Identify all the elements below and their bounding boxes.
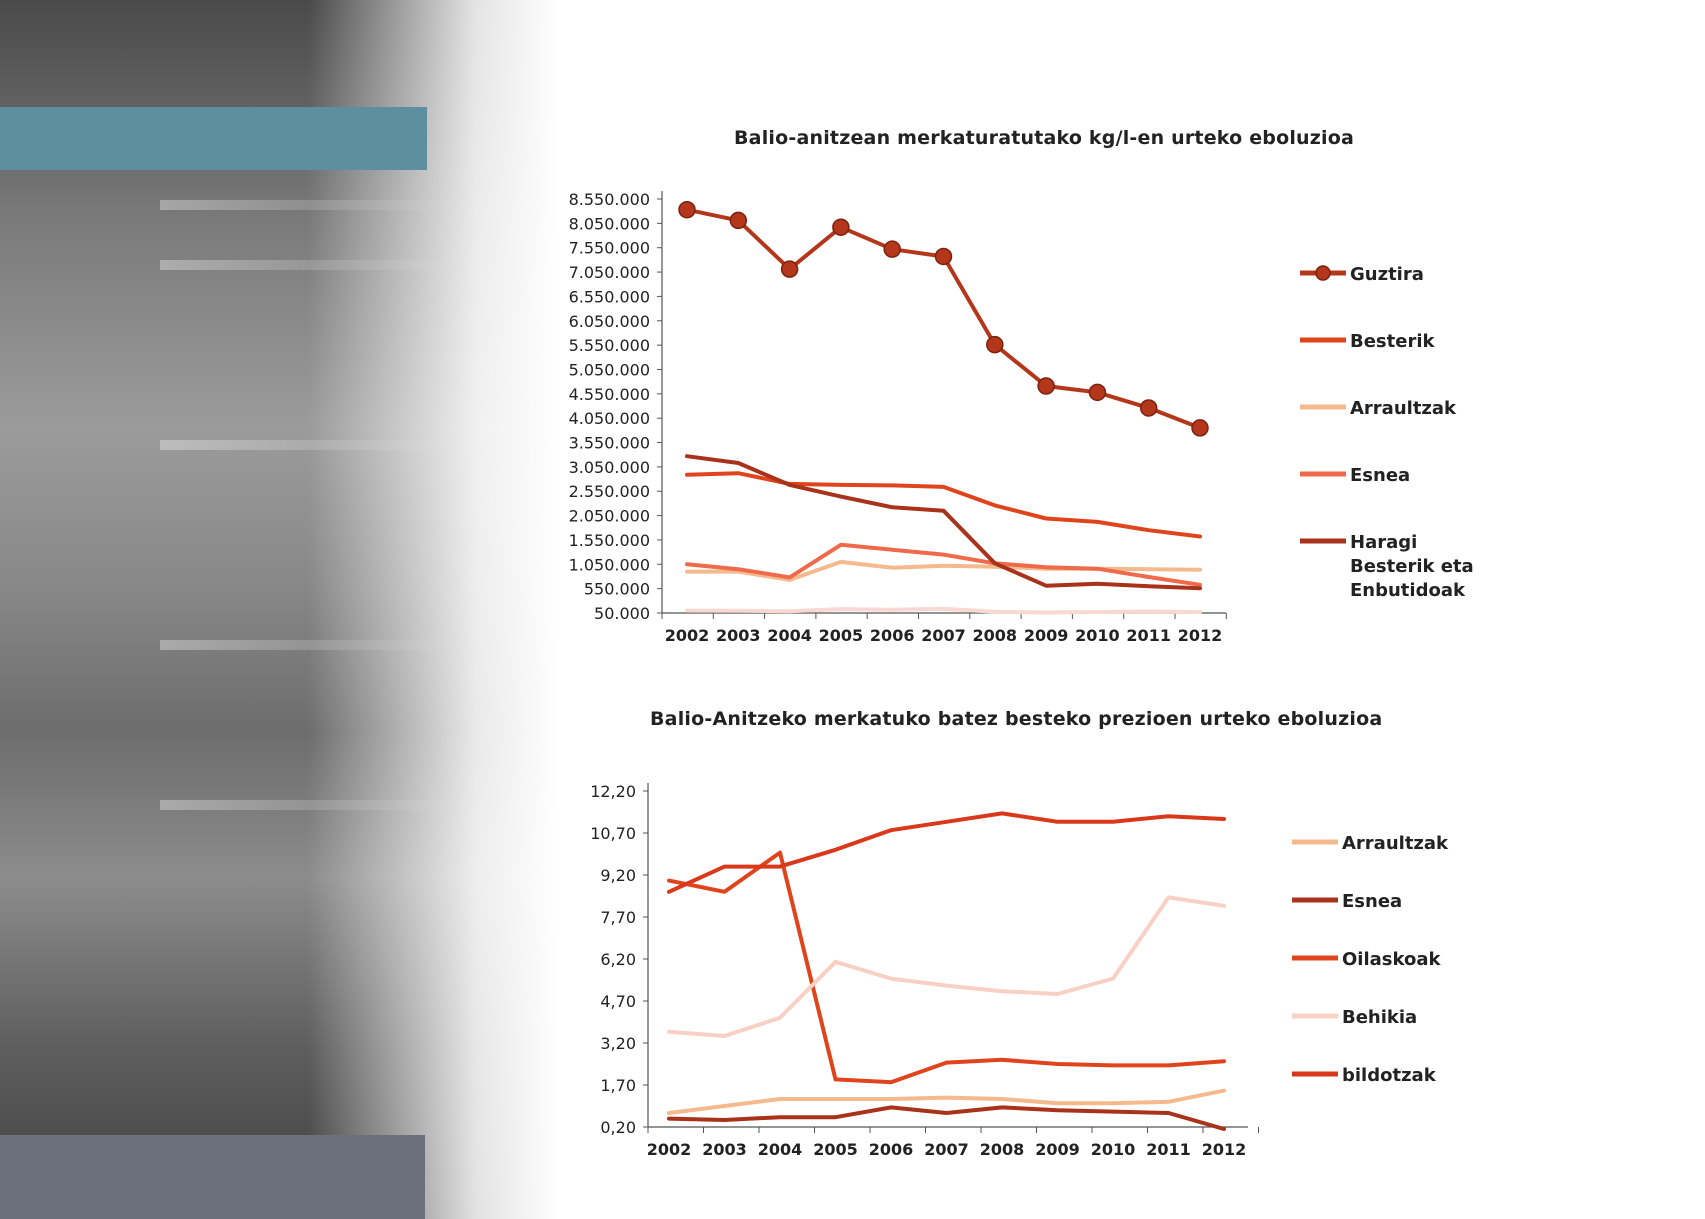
series-line [685,471,1202,539]
y-tick-label: 8.050.000 [569,214,650,233]
y-tick-label: 9,20 [600,866,636,885]
y-tick-label: 550.000 [584,580,650,599]
y-tick-label: 1.050.000 [569,555,650,574]
chart-1: 8.550.000 8.050.000 7.550.000 7.050.000 6.55… [569,190,1474,645]
legend-label: Esnea [1342,891,1402,912]
y-tick-label: 3,20 [600,1034,636,1053]
x-tick-label: 2010 [1091,1140,1136,1159]
y-tick-label: 5.550.000 [569,336,650,355]
chart-1-title: Balio-anitzean merkaturatutako kg/l-en u… [734,127,1355,149]
y-tick-label: 1.550.000 [569,531,650,550]
data-point [934,247,953,266]
y-tick-label: 1,70 [600,1076,636,1095]
x-tick-label: 2005 [813,1140,858,1159]
x-tick-label: 2003 [702,1140,747,1159]
x-tick-label: 2012 [1178,626,1223,645]
x-tick-label: 2012 [1202,1140,1247,1159]
series-line [667,1105,1226,1131]
legend-label: Besterik [1350,331,1436,352]
photo-plank [160,440,460,450]
legend-marker [1315,265,1331,281]
x-tick-label: 2010 [1075,626,1120,645]
data-point [1139,399,1158,417]
series-line [667,895,1226,1038]
data-point [832,218,850,236]
y-tick-label: 0,20 [600,1118,636,1137]
data-point [780,260,799,278]
y-tick-label: 7.550.000 [569,239,650,258]
photo-plank [160,200,460,210]
series-line [667,1088,1226,1115]
x-tick-label: 2006 [869,1140,914,1159]
legend-label: Oilaskoak [1342,949,1442,970]
x-tick-label: 2002 [647,1140,692,1159]
x-tick-label: 2004 [758,1140,803,1159]
legend-label: Behikia [1342,1007,1417,1028]
y-tick-label: 10,70 [590,824,636,843]
x-tick-label: 2002 [665,626,710,645]
x-tick-label: 2004 [767,626,812,645]
y-tick-label: 7.050.000 [569,263,650,282]
x-tick-label: 2011 [1126,626,1171,645]
x-tick-label: 2006 [870,626,915,645]
y-tick-label: 7,70 [600,908,636,927]
x-tick-label: 2005 [819,626,864,645]
chart-2-title: Balio-Anitzeko merkatuko batez besteko p… [650,708,1383,730]
legend-label: Arraultzak [1350,398,1457,419]
y-tick-label: 6.050.000 [569,312,650,331]
photo-plank [160,800,460,810]
x-tick-label: 2009 [1035,1140,1080,1159]
y-tick-label: 5.050.000 [569,360,650,379]
series-line [685,207,1202,430]
x-tick-label: 2011 [1146,1140,1191,1159]
x-tick-label: 2008 [980,1140,1025,1159]
data-point [678,200,696,219]
y-tick-label: 4.050.000 [569,409,650,428]
series-line [685,454,1202,591]
data-point [1191,419,1209,437]
x-tick-label: 2007 [921,626,966,645]
photo-plank [160,260,460,270]
legend-label: Guztira [1350,264,1424,285]
data-point [1037,377,1055,395]
photo-plank [160,640,460,650]
y-tick-label: 2.050.000 [569,507,650,526]
y-tick-label: 4.550.000 [569,385,650,404]
x-tick-label: 2008 [973,626,1018,645]
y-tick-label: 4,70 [600,992,636,1011]
legend-label: Enbutidoak [1350,580,1466,601]
background-photo [0,0,560,1219]
y-tick-label: 8.550.000 [569,190,650,209]
data-point [883,240,901,258]
data-point [986,335,1004,354]
x-tick-label: 2009 [1024,626,1069,645]
y-tick-label: 3.050.000 [569,458,650,477]
chart-2: 12,20 10,70 9,20 7,70 6,20 4,70 3,20 1,70 0,20 20… [590,782,1449,1159]
legend-label: Esnea [1350,465,1410,486]
series-line [667,850,1226,1085]
header-color-bar [0,107,427,170]
footer-color-bar [0,1135,425,1219]
legend-label: bildotzak [1342,1065,1437,1086]
x-tick-label: 2003 [716,626,761,645]
y-tick-label: 12,20 [590,782,636,801]
data-point [729,211,748,230]
series-line [685,559,1202,582]
y-tick-label: 50.000 [594,604,650,623]
series-line [667,811,1226,894]
series-line [685,606,1202,615]
legend-label: Arraultzak [1342,833,1449,854]
data-point [1088,383,1107,402]
legend-label: Besterik eta [1350,556,1474,577]
series-line [685,542,1202,587]
y-tick-label: 6,20 [600,950,636,969]
y-tick-label: 6.550.000 [569,287,650,306]
y-tick-label: 3.550.000 [569,434,650,453]
legend-label: Haragi [1350,532,1417,553]
y-tick-label: 2.550.000 [569,482,650,501]
x-tick-label: 2007 [924,1140,969,1159]
